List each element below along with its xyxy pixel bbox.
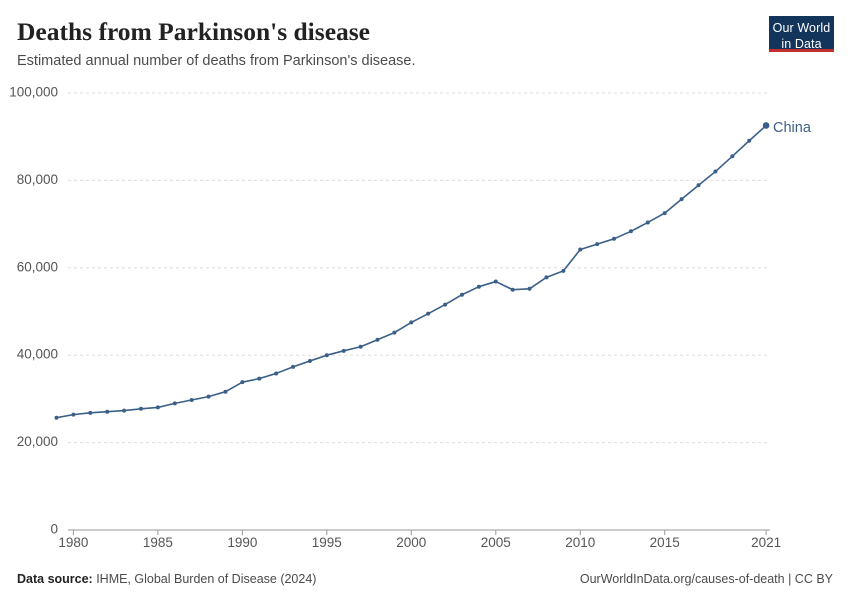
svg-text:1990: 1990	[227, 535, 257, 550]
svg-text:60,000: 60,000	[17, 259, 58, 274]
svg-text:2015: 2015	[650, 535, 680, 550]
svg-text:1985: 1985	[143, 535, 173, 550]
svg-text:0: 0	[50, 522, 58, 537]
svg-text:1995: 1995	[312, 535, 342, 550]
svg-text:100,000: 100,000	[9, 85, 58, 100]
svg-text:80,000: 80,000	[17, 172, 58, 187]
svg-text:2000: 2000	[396, 535, 426, 550]
svg-text:40,000: 40,000	[17, 347, 58, 362]
svg-text:20,000: 20,000	[17, 434, 58, 449]
svg-text:China: China	[773, 120, 812, 136]
svg-text:1980: 1980	[58, 535, 88, 550]
svg-text:2010: 2010	[565, 535, 595, 550]
svg-text:2005: 2005	[481, 535, 511, 550]
svg-text:2021: 2021	[751, 535, 781, 550]
